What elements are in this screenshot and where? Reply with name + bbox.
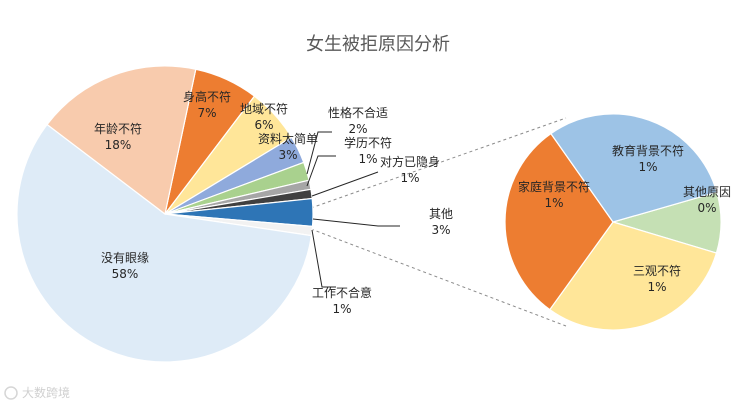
main-slice-label-1: 地域不符 <box>240 101 288 116</box>
main-slice-label-9: 年龄不符 <box>94 121 142 136</box>
main-slice-value-2: 3% <box>278 148 297 162</box>
watermark-icon <box>4 386 18 400</box>
main-slice-label-4: 学历不符 <box>344 135 392 150</box>
main-slice-value-4: 1% <box>358 152 377 166</box>
main-slice-value-8: 58% <box>112 267 139 281</box>
secondary-slice-value-2: 1% <box>544 196 563 210</box>
main-slice-value-0: 7% <box>197 106 216 120</box>
main-slice-label-0: 身高不符 <box>183 89 231 104</box>
secondary-pie <box>504 113 722 331</box>
main-slice-9 <box>46 65 197 216</box>
main-slice-value-6: 3% <box>431 223 450 237</box>
main-slice-value-9: 18% <box>105 138 132 152</box>
main-slice-label-7: 工作不合意 <box>312 285 372 300</box>
secondary-slice-label-0: 其他原因 <box>683 185 731 199</box>
main-slice-label-2: 资料太简单 <box>258 131 318 146</box>
leader-line-3 <box>306 131 332 175</box>
main-slice-value-3: 2% <box>348 122 367 136</box>
secondary-slice-label-3: 教育背景不符 <box>612 143 684 158</box>
main-slice-value-5: 1% <box>400 171 419 185</box>
secondary-slice-value-3: 1% <box>638 160 657 174</box>
secondary-slice-value-0: 0% <box>697 201 716 215</box>
main-pie <box>16 65 314 363</box>
leader-line-4 <box>306 155 336 187</box>
watermark: 大数跨境 <box>4 385 70 400</box>
main-slice-label-5: 对方已隐身 <box>380 154 440 169</box>
secondary-slice-2 <box>504 132 614 311</box>
main-slice-value-1: 6% <box>254 118 273 132</box>
main-slice-8 <box>16 123 313 363</box>
secondary-slice-1 <box>548 221 718 331</box>
main-slice-label-3: 性格不合适 <box>328 105 388 120</box>
leader-line-5 <box>311 171 379 197</box>
main-slice-label-6: 其他 <box>429 207 453 221</box>
leader-line-6 <box>312 218 400 227</box>
main-slice-label-8: 没有眼缘 <box>101 250 149 265</box>
leader-line-7 <box>311 229 336 288</box>
secondary-slice-value-1: 1% <box>647 280 666 294</box>
secondary-slice-label-2: 家庭背景不符 <box>518 179 590 194</box>
chart-title: 女生被拒原因分析 <box>306 34 450 55</box>
secondary-slice-label-1: 三观不符 <box>633 263 681 278</box>
main-slice-value-7: 1% <box>332 302 351 316</box>
secondary-slice-3 <box>550 113 718 223</box>
watermark-text: 大数跨境 <box>22 385 70 400</box>
